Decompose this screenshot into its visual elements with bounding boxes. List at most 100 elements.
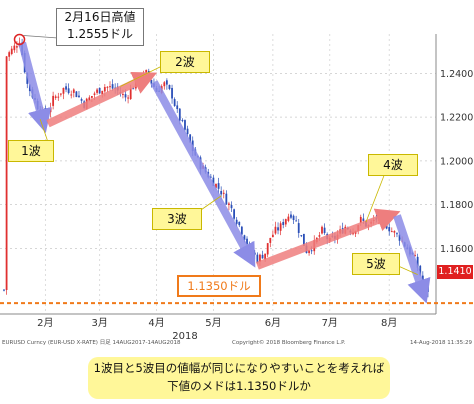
candle-body [310, 250, 313, 252]
candle-body [414, 255, 416, 257]
candle-body [269, 237, 272, 243]
candle-body [388, 227, 391, 232]
peak-date-label: 2月16日高値 [64, 10, 136, 24]
wave-2-label: 2波 [160, 51, 210, 73]
candle-body [47, 113, 49, 119]
x-tick-label: 2月 [37, 317, 53, 329]
candle-body [277, 227, 279, 231]
candle-body [10, 48, 13, 55]
candle-body [295, 220, 298, 222]
candle-body [88, 97, 91, 101]
candle-body [225, 193, 228, 205]
candle-body [109, 86, 111, 88]
footer-left: EURUSD Curncy (EUR-USD X-RATE) 日足 14AUG2… [2, 339, 181, 346]
candle-body [318, 235, 321, 237]
x-year-label: 2018 [172, 331, 197, 342]
candle-body [398, 234, 401, 241]
candle-body [98, 87, 101, 94]
peak-callout: 2月16日高値 1.2555ドル [56, 8, 144, 46]
candle-body [217, 183, 220, 189]
footer-mid: Copyright© 2018 Bloomberg Finance L.P. [232, 339, 346, 346]
candle-body [59, 93, 62, 95]
candle-body [93, 93, 96, 95]
candle-body [13, 45, 16, 51]
candle-body [264, 253, 267, 260]
candle-body [178, 108, 181, 121]
candle-body [321, 226, 323, 234]
candle-body [259, 254, 261, 262]
candle-body [274, 226, 277, 234]
candle-body [80, 99, 83, 101]
y-tick-label: 1.2200 [440, 113, 473, 124]
candle-body [72, 89, 75, 93]
candle-body [67, 88, 70, 94]
price-badge-text: 1.1410 [438, 266, 472, 277]
candle-body [70, 94, 73, 96]
candle-body [251, 246, 254, 253]
x-tick-label: 4月 [148, 317, 164, 329]
candle-body [91, 95, 93, 98]
wave-5-arrow [393, 214, 431, 304]
x-tick-label: 7月 [322, 317, 338, 329]
candle-body [230, 205, 233, 209]
candle-body [323, 227, 326, 233]
candle-body [96, 89, 98, 93]
wave-4-arrow [255, 208, 401, 270]
footer-right: 14-Aug-2018 11:35:29 [410, 340, 473, 346]
x-tick-label: 5月 [205, 317, 221, 329]
candle-body [253, 252, 256, 255]
candle-body [8, 52, 11, 57]
candle-body [106, 86, 109, 88]
candle-body [385, 220, 388, 229]
candle-body [163, 82, 166, 87]
wave-2-arrow [46, 71, 158, 128]
candle-body [26, 72, 29, 84]
candle-body [165, 80, 168, 85]
candle-body [186, 128, 189, 134]
candle-body [52, 95, 55, 106]
candle-body [103, 87, 106, 92]
wave-3-label: 3波 [152, 208, 202, 230]
candle-body [111, 84, 114, 89]
candle-body [145, 69, 148, 73]
support-label: 1.1350ドル [177, 275, 261, 297]
peak-value-label: 1.2555ドル [67, 27, 133, 41]
candle-body [362, 218, 365, 221]
candle-body [222, 192, 225, 194]
candle-body [184, 120, 186, 130]
wave-1-label: 1波 [8, 140, 54, 162]
candle-body [150, 79, 153, 84]
candle-body [65, 86, 67, 90]
x-tick-label: 6月 [265, 317, 281, 329]
candle-body [261, 254, 264, 259]
candle-body [62, 87, 65, 94]
peak-leader [23, 35, 59, 39]
candle-body [101, 90, 104, 95]
wave-1-arrow [18, 41, 52, 134]
wave-4-leader [365, 172, 386, 223]
price-badge: 1.1410 [437, 265, 473, 279]
conclusion-note: 1波目と5波目の値幅が同じになりやすいことを考えれば 下値のメドは1.1350ド… [88, 357, 390, 399]
y-tick-label: 1.2400 [440, 69, 473, 80]
candle-body [256, 254, 259, 263]
candle-body [240, 226, 243, 235]
candle-body [220, 190, 223, 195]
candle-body [209, 176, 212, 178]
candle-body [282, 221, 285, 226]
candle-body [297, 223, 300, 233]
candle-body [171, 87, 173, 99]
y-tick-label: 1.1600 [440, 244, 473, 255]
conclusion-line-2: 下値のメドは1.1350ドルか [167, 379, 311, 393]
candle-body [49, 107, 52, 113]
candle-body [168, 84, 171, 89]
candle-body [57, 96, 60, 98]
candle-body [233, 209, 235, 219]
wave-4-label: 4波 [368, 154, 418, 176]
candle-body [271, 234, 274, 238]
candle-body [248, 243, 251, 245]
candle-body [215, 183, 217, 188]
candle-body [427, 285, 429, 292]
candle-body [235, 219, 238, 224]
candle-body [284, 219, 287, 225]
candle-body [181, 120, 184, 122]
